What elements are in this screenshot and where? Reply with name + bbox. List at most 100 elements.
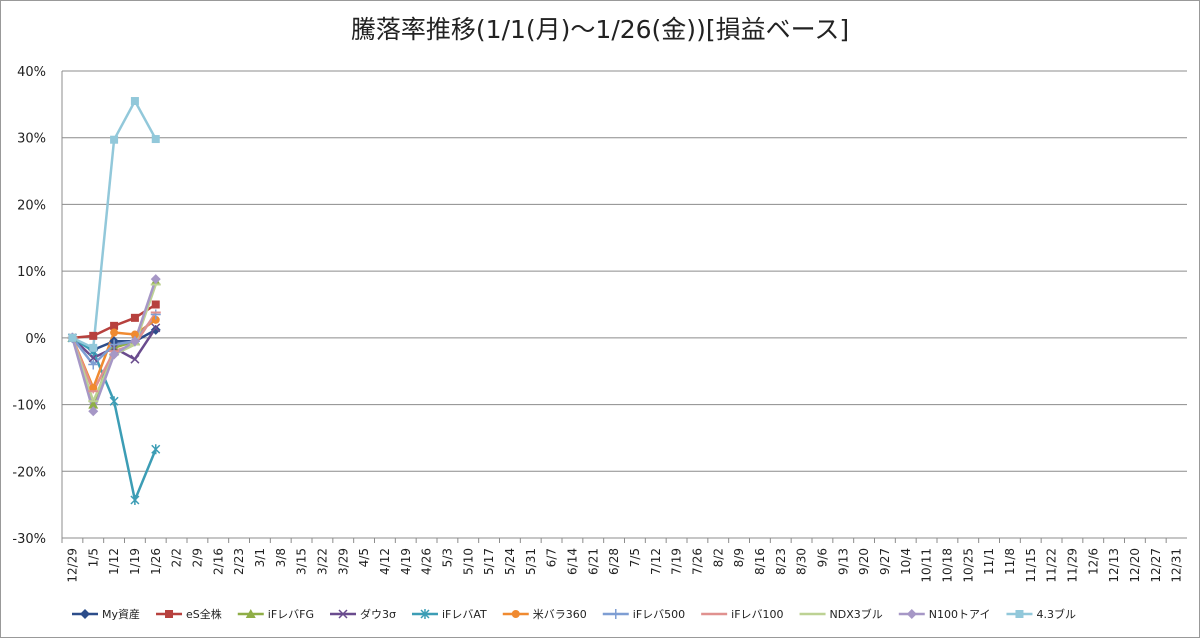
marker (130, 97, 139, 106)
marker (151, 135, 160, 144)
y-tick-label: 10% (17, 265, 46, 280)
marker (151, 300, 160, 309)
y-tick-label: -30% (12, 532, 46, 547)
marker (88, 353, 98, 363)
legend-label: NDX3ブル (830, 607, 883, 621)
marker (150, 324, 161, 335)
marker (165, 610, 174, 618)
x-tick-label: 2/9 (190, 548, 204, 567)
x-tick-label: 5/10 (461, 548, 475, 575)
x-tick-label: 2/23 (232, 548, 246, 575)
marker (89, 383, 98, 392)
x-tick-label: 5/3 (440, 548, 454, 567)
x-tick-label: 12/20 (1128, 548, 1142, 583)
marker (110, 328, 119, 337)
x-tick-label: 10/11 (920, 548, 934, 583)
x-tick-label: 3/8 (274, 548, 288, 567)
x-tick-label: 11/8 (1003, 548, 1017, 575)
x-tick-label: 11/29 (1065, 548, 1079, 583)
marker (420, 609, 430, 619)
x-tick-label: 3/22 (315, 548, 329, 575)
legend-label: ダウ3σ (360, 607, 396, 621)
x-tick-label: 12/31 (1170, 548, 1184, 583)
x-tick-label: 10/4 (899, 548, 913, 575)
marker (80, 609, 90, 619)
x-tick-label: 11/15 (1024, 548, 1038, 583)
x-tick-label: 9/27 (878, 548, 892, 575)
y-tick-label: -10% (12, 399, 46, 414)
x-tick-label: 11/1 (982, 548, 996, 575)
legend-label: iFレバAT (442, 608, 487, 621)
x-tick-label: 3/29 (336, 548, 350, 575)
marker (88, 406, 99, 417)
x-tick-label: 12/6 (1086, 548, 1100, 575)
marker (610, 609, 621, 619)
x-tick-label: 7/5 (628, 548, 642, 567)
y-tick-label: 0% (25, 332, 46, 347)
marker (130, 330, 139, 339)
marker (109, 349, 120, 360)
x-tick-label: 4/5 (357, 548, 371, 567)
x-tick-label: 4/26 (420, 548, 434, 575)
marker (130, 313, 139, 322)
legend-label: 4.3ブル (1036, 607, 1076, 621)
marker (151, 315, 160, 324)
marker (88, 399, 99, 409)
x-tick-label: 12/13 (1107, 548, 1121, 583)
legend-label: iFレバ100 (731, 608, 783, 621)
x-tick-label: 4/19 (399, 548, 413, 575)
marker (110, 135, 119, 144)
x-tick-label: 7/12 (649, 548, 663, 575)
marker (1015, 610, 1024, 618)
x-tick-label: 5/17 (482, 548, 496, 575)
marker (130, 354, 140, 364)
marker (130, 494, 140, 505)
marker (68, 333, 77, 342)
x-tick-label: 8/2 (711, 548, 725, 567)
x-tick-label: 3/1 (253, 548, 267, 567)
y-tick-label: 30% (17, 132, 46, 147)
marker (151, 323, 161, 333)
legend-label: 米バラ360 (533, 608, 587, 621)
x-tick-label: 5/31 (524, 548, 538, 575)
x-tick-label: 8/23 (774, 548, 788, 575)
x-tick-label: 8/9 (732, 548, 746, 567)
marker (109, 339, 120, 350)
x-tick-label: 3/15 (295, 548, 309, 575)
x-tick-label: 5/24 (503, 548, 517, 575)
x-tick-label: 12/27 (1149, 548, 1163, 583)
x-tick-label: 11/22 (1045, 548, 1059, 583)
x-tick-label: 10/25 (961, 548, 975, 583)
x-tick-label: 7/26 (690, 548, 704, 575)
x-tick-label: 8/16 (753, 548, 767, 575)
marker (109, 396, 119, 407)
y-tick-label: 20% (17, 198, 46, 213)
marker (338, 609, 348, 619)
x-tick-label: 9/6 (815, 548, 829, 567)
legend-label: My資産 (102, 608, 140, 621)
marker (88, 359, 99, 370)
marker (906, 609, 917, 619)
x-tick-label: 1/26 (149, 548, 163, 575)
marker (110, 321, 119, 330)
x-tick-label: 10/18 (940, 548, 954, 583)
legend-label: iFレバFG (268, 608, 314, 621)
marker (511, 610, 520, 618)
x-tick-label: 8/30 (795, 548, 809, 575)
marker (129, 336, 140, 347)
marker (245, 609, 256, 618)
legend-label: eS全株 (186, 607, 222, 621)
legend-label: N100トアイ (929, 608, 991, 621)
x-tick-label: 1/5 (86, 548, 100, 567)
x-tick-label: 6/14 (565, 548, 579, 575)
y-tick-label: -20% (12, 465, 46, 480)
y-tick-label: 40% (17, 65, 46, 80)
marker (150, 309, 161, 320)
marker (89, 343, 98, 352)
marker (151, 444, 161, 455)
x-tick-label: 6/21 (586, 548, 600, 575)
x-tick-label: 2/2 (170, 548, 184, 567)
chart-title: 騰落率推移(1/1(月)～1/26(金))[損益ベース] (351, 15, 849, 44)
